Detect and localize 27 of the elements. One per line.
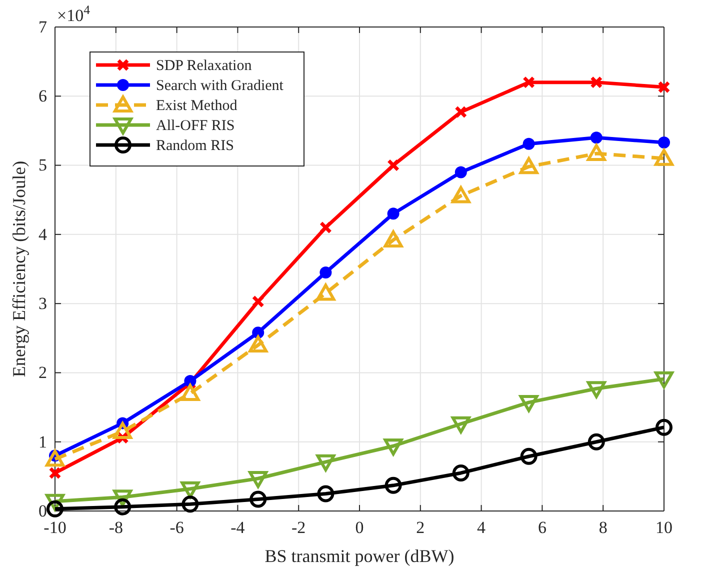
x-tick-label: 6 [538, 518, 546, 538]
y-tick-label: 5 [38, 156, 47, 175]
y-tick-label: 4 [38, 224, 48, 244]
y-tick-label: 2 [38, 363, 47, 382]
text: ×10$^{4}$ [57, 3, 91, 25]
x-tick-label: 10 [656, 518, 672, 538]
x-tick-label: 2 [416, 518, 425, 538]
x-tick-label: -10 [44, 518, 66, 538]
x-tick-label: 4 [477, 518, 486, 538]
x-tick-label: 0 [355, 518, 364, 538]
y-tick-label: 6 [38, 86, 47, 106]
x-axis-title: BS transmit power (dBW) [264, 546, 454, 566]
y-tick-label: 3 [38, 294, 47, 314]
x-tick-label: 8 [598, 518, 608, 538]
x-tick-label: -2 [292, 518, 306, 538]
legend-label: SDP Relaxation [156, 58, 252, 74]
legend-label: Exist Method [156, 98, 238, 114]
x-tick-label: -4 [230, 518, 246, 538]
legend-label: Search with Gradient [156, 78, 284, 94]
legend-label: All-OFF RIS [156, 118, 235, 134]
x-tick-label: -8 [108, 518, 123, 538]
legend-label: Random RIS [156, 138, 234, 154]
y-tick-label: 1 [38, 432, 47, 452]
x-tick-label: -6 [170, 518, 184, 538]
y-tick-label: 7 [38, 17, 48, 36]
y-axis-title: Energy Efficiency (bits/Joule) [9, 160, 29, 378]
y-tick-label: 0 [38, 501, 47, 520]
